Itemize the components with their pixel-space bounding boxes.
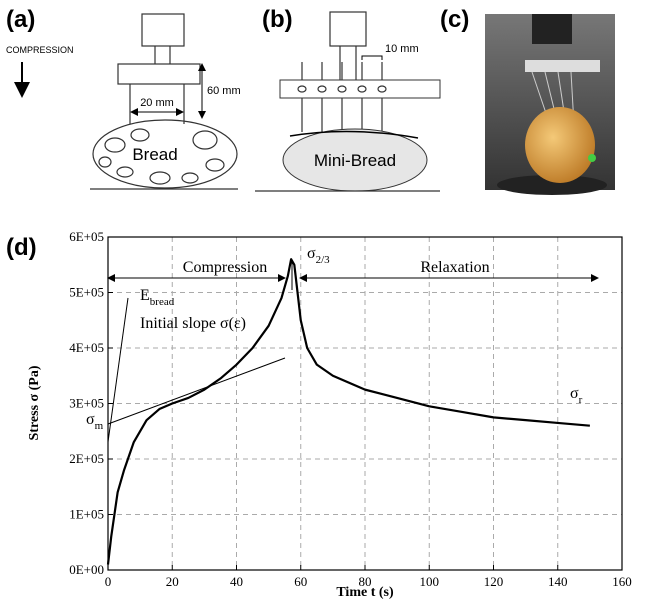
y-tick-label: 2E+05: [69, 451, 104, 466]
annotation: Ebread: [140, 287, 175, 308]
x-tick-label: 120: [484, 574, 504, 589]
width-text: 20 mm: [140, 97, 174, 109]
x-axis-title: Time t (s): [336, 585, 394, 600]
x-tick-label: 0: [105, 574, 112, 589]
panel-a: (a) COMPRESSION 60 mm 20 mm Bread: [6, 6, 241, 189]
panel-b: (b) 10 mm Mini-Bread: [255, 6, 440, 191]
x-tick-label: 140: [548, 574, 568, 589]
spacing-text: 10 mm: [385, 43, 419, 55]
panel-label: (d): [6, 234, 37, 261]
x-tick-label: 40: [230, 574, 243, 589]
figure: (a) COMPRESSION 60 mm 20 mm Bread (b) 10…: [0, 0, 647, 600]
panel-label: (b): [262, 6, 293, 33]
height-text: 60 mm: [207, 85, 241, 97]
x-tick-label: 160: [612, 574, 632, 589]
plot: 0E+00 1E+05 2E+05 3E+05 4E+05 5E+05 6E+05 0 20 40…: [69, 229, 632, 589]
arrow-text: COMPRESSION: [6, 45, 74, 55]
sample-text: Mini-Bread: [314, 151, 396, 170]
x-tick-label: 20: [166, 574, 179, 589]
y-tick-label: 0E+00: [69, 562, 104, 577]
annotation: E: [140, 287, 150, 304]
y-tick-label: 5E+05: [69, 285, 104, 300]
panel-label: (a): [6, 6, 35, 33]
annotation: Relaxation: [420, 259, 489, 276]
annotation: σm: [86, 411, 104, 432]
panel-c: (c): [440, 6, 615, 195]
y-tick-label: 3E+05: [69, 396, 104, 411]
x-tick-label: 60: [294, 574, 307, 589]
y-tick-label: 6E+05: [69, 229, 104, 244]
annotation-sub: r: [579, 394, 583, 406]
y-axis-title: Stress σ (Pa): [27, 365, 42, 440]
y-tick-label: 4E+05: [69, 340, 104, 355]
line-series: [108, 259, 590, 564]
annotation-sub: bread: [150, 296, 175, 308]
annotation: Initial slope σ(ε): [140, 315, 246, 332]
annotation-sub: m: [95, 420, 104, 432]
x-tick-label: 100: [420, 574, 440, 589]
tangent-line: [108, 358, 285, 424]
annotation-sub: 2/3: [316, 254, 331, 266]
panel-label: (c): [440, 6, 469, 33]
annotation: Compression: [183, 259, 267, 276]
annotation: σ2/3: [307, 245, 330, 266]
sample-text: Bread: [132, 145, 177, 164]
annotation: σr: [570, 385, 583, 406]
y-tick-label: 1E+05: [69, 507, 104, 522]
